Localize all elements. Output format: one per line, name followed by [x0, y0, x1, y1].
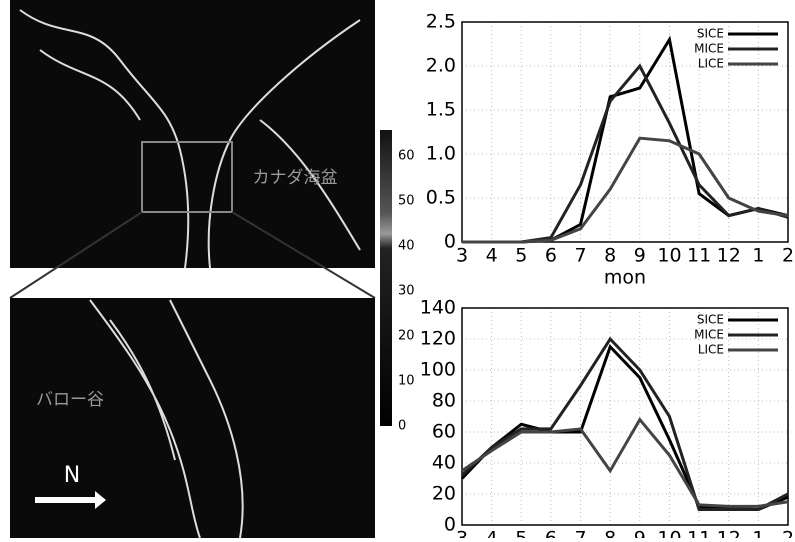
x-tick-label: 3: [456, 528, 468, 539]
x-tick-label: 2: [782, 528, 794, 539]
north-label: N: [64, 463, 80, 488]
colorbar-tick-label: 10: [398, 374, 415, 389]
x-tick-label: 11: [687, 245, 711, 267]
map-label: カナダ海盆: [253, 168, 338, 188]
y-tick-label: 100: [420, 359, 456, 381]
legend-label: LICE: [698, 343, 724, 357]
zoom-line: [9, 211, 143, 299]
x-tick-label: 12: [717, 528, 741, 539]
plot-frame: [461, 21, 789, 243]
x-tick-label: 12: [717, 245, 741, 267]
x-tick-label: 10: [657, 528, 681, 539]
x-tick-label: 4: [486, 245, 498, 267]
north-arrow: [35, 491, 106, 509]
legend-label: SICE: [697, 27, 724, 41]
series-line: [461, 416, 789, 508]
colorbar-ticks: 0 10 20 30 40 50 60: [398, 149, 415, 434]
y-tick-label: 40: [432, 452, 456, 474]
y-tick-label: 120: [420, 328, 456, 350]
x-tick-label: 4: [486, 528, 498, 539]
colorbar-tick-label: 20: [398, 329, 415, 344]
legend-label: MICE: [694, 42, 724, 56]
x-tick-label: 8: [604, 245, 616, 267]
zoom-line: [231, 211, 376, 299]
map-coastline: [19, 9, 361, 269]
legend-label: SICE: [697, 313, 724, 327]
plot-frame: [461, 307, 789, 526]
y-tick-label: 140: [420, 297, 456, 319]
y-tick-label: 1.5: [426, 99, 456, 121]
colorbar-tick-label: 50: [398, 194, 415, 209]
x-tick-label: 10: [657, 245, 681, 267]
y-tick-label: 20: [432, 483, 456, 505]
y-tick-label: 0: [444, 514, 456, 536]
x-tick-label: 7: [574, 245, 586, 267]
x-tick-label: 5: [515, 528, 527, 539]
legend-label: LICE: [698, 57, 724, 71]
y-tick-label: 2.5: [426, 11, 456, 33]
x-tick-label: 2: [782, 245, 794, 267]
series-line: [462, 136, 789, 244]
x-tick-label: 1: [752, 245, 764, 267]
colorbar-tick-label: 60: [398, 149, 415, 164]
map-upper: [10, 0, 375, 268]
y-tick-label: 80: [432, 390, 456, 412]
x-tick-label: 1: [752, 528, 764, 539]
legend-label: MICE: [694, 328, 724, 342]
x-tick-label: 8: [604, 528, 616, 539]
colorbar-tick-label: 0: [398, 419, 406, 434]
x-tick-label: 6: [545, 528, 557, 539]
charts: 00.51.01.52.02.53 4 5 6 7 8 9 10 11 12 1 2monSICEMI…: [420, 11, 794, 542]
x-tick-label: 3: [456, 245, 468, 267]
x-tick-label: 5: [515, 245, 527, 267]
y-tick-label: 1.0: [426, 143, 456, 165]
series-line: [460, 336, 789, 511]
map-label: バロー谷: [36, 390, 104, 410]
map-coastline: [89, 299, 244, 539]
x-tick-label: 11: [687, 528, 711, 539]
x-tick-label: 9: [634, 528, 646, 539]
y-tick-label: 0.5: [426, 187, 456, 209]
x-tick-label: 9: [634, 245, 646, 267]
y-tick-label: 60: [432, 421, 456, 443]
colorbar: [380, 130, 392, 426]
y-tick-label: 2.0: [426, 55, 456, 77]
zoom-box: [141, 141, 233, 213]
x-axis-label: mon: [604, 267, 646, 289]
series-line: [460, 343, 789, 512]
colorbar-tick-label: 40: [398, 239, 415, 254]
x-tick-label: 6: [545, 245, 557, 267]
y-tick-label: 0: [444, 231, 456, 253]
colorbar-tick-label: 30: [398, 284, 415, 299]
x-tick-label: 7: [574, 528, 586, 539]
